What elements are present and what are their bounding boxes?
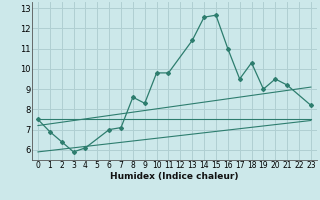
X-axis label: Humidex (Indice chaleur): Humidex (Indice chaleur) bbox=[110, 172, 239, 181]
